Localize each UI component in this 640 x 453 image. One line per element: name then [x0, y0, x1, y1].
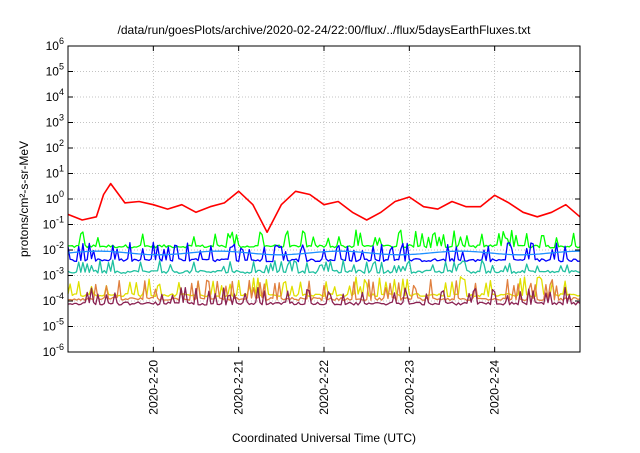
series-line: [67, 259, 581, 274]
y-tick-mantissa: 10: [43, 243, 57, 257]
y-tick-label: 104: [46, 87, 64, 104]
y-tick-exponent: 1: [59, 164, 64, 174]
series-line: [67, 278, 581, 302]
y-tick-mantissa: 10: [43, 320, 57, 334]
y-tick-mantissa: 10: [46, 90, 60, 104]
y-tick-mantissa: 10: [46, 65, 60, 79]
x-tick-label: 2020-2-21: [232, 360, 246, 415]
x-axis: 2020-2-20 2020-2-21 2020-2-22 2020-2-23 2020…: [146, 46, 502, 415]
y-tick-exponent: 3: [59, 113, 64, 123]
y-tick-mantissa: 10: [46, 167, 60, 181]
y-tick-exponent: 4: [59, 87, 64, 97]
y-tick-mantissa: 10: [43, 294, 57, 308]
series-layer: [67, 182, 581, 306]
y-tick-label: 105: [46, 62, 64, 79]
y-tick-mantissa: 10: [43, 218, 57, 232]
y-tick-exponent: -2: [56, 240, 64, 250]
y-tick-mantissa: 10: [46, 141, 60, 155]
y-tick-exponent: -1: [56, 215, 64, 225]
y-tick-mantissa: 10: [46, 192, 60, 206]
y-tick-label: 10-3: [43, 266, 64, 283]
y-tick-mantissa: 10: [43, 269, 57, 283]
x-tick-label: 2020-2-22: [317, 360, 331, 415]
series-line: [67, 241, 581, 263]
y-axis-label: protons/cm²-s-sr-MeV: [17, 141, 31, 257]
x-tick-label: 2020-2-20: [146, 360, 160, 415]
series-line: [67, 250, 580, 256]
y-tick-mantissa: 10: [43, 345, 57, 359]
x-tick-label: 2020-2-23: [402, 360, 416, 415]
x-axis-label: Coordinated Universal Time (UTC): [232, 431, 416, 445]
chart-title: /data/run/goesPlots/archive/2020-02-24/2…: [118, 23, 532, 37]
y-tick-label: 10-1: [43, 215, 64, 232]
series-line: [67, 182, 581, 233]
y-tick-exponent: 6: [59, 36, 64, 46]
y-tick-exponent: -4: [56, 291, 64, 301]
y-tick-label: 103: [46, 113, 64, 130]
y-tick-label: 100: [46, 189, 64, 206]
y-tick-mantissa: 10: [46, 39, 60, 53]
y-tick-exponent: 2: [59, 138, 64, 148]
y-tick-exponent: -3: [56, 266, 64, 276]
y-tick-label: 10-2: [43, 240, 64, 257]
y-tick-exponent: -6: [56, 342, 64, 352]
y-tick-exponent: 0: [59, 189, 64, 199]
y-tick-exponent: -5: [56, 317, 64, 327]
y-tick-label: 10-6: [43, 342, 64, 359]
series-line: [67, 286, 581, 306]
x-tick-label: 2020-2-24: [488, 360, 502, 415]
y-tick-label: 102: [46, 138, 64, 155]
y-axis: 10-610-510-410-310-210-11001011021031041…: [43, 36, 580, 359]
y-tick-exponent: 5: [59, 62, 64, 72]
y-tick-label: 10-5: [43, 317, 64, 334]
y-tick-mantissa: 10: [46, 116, 60, 130]
y-tick-label: 101: [46, 164, 64, 181]
y-tick-label: 106: [46, 36, 64, 53]
y-tick-label: 10-4: [43, 291, 64, 308]
